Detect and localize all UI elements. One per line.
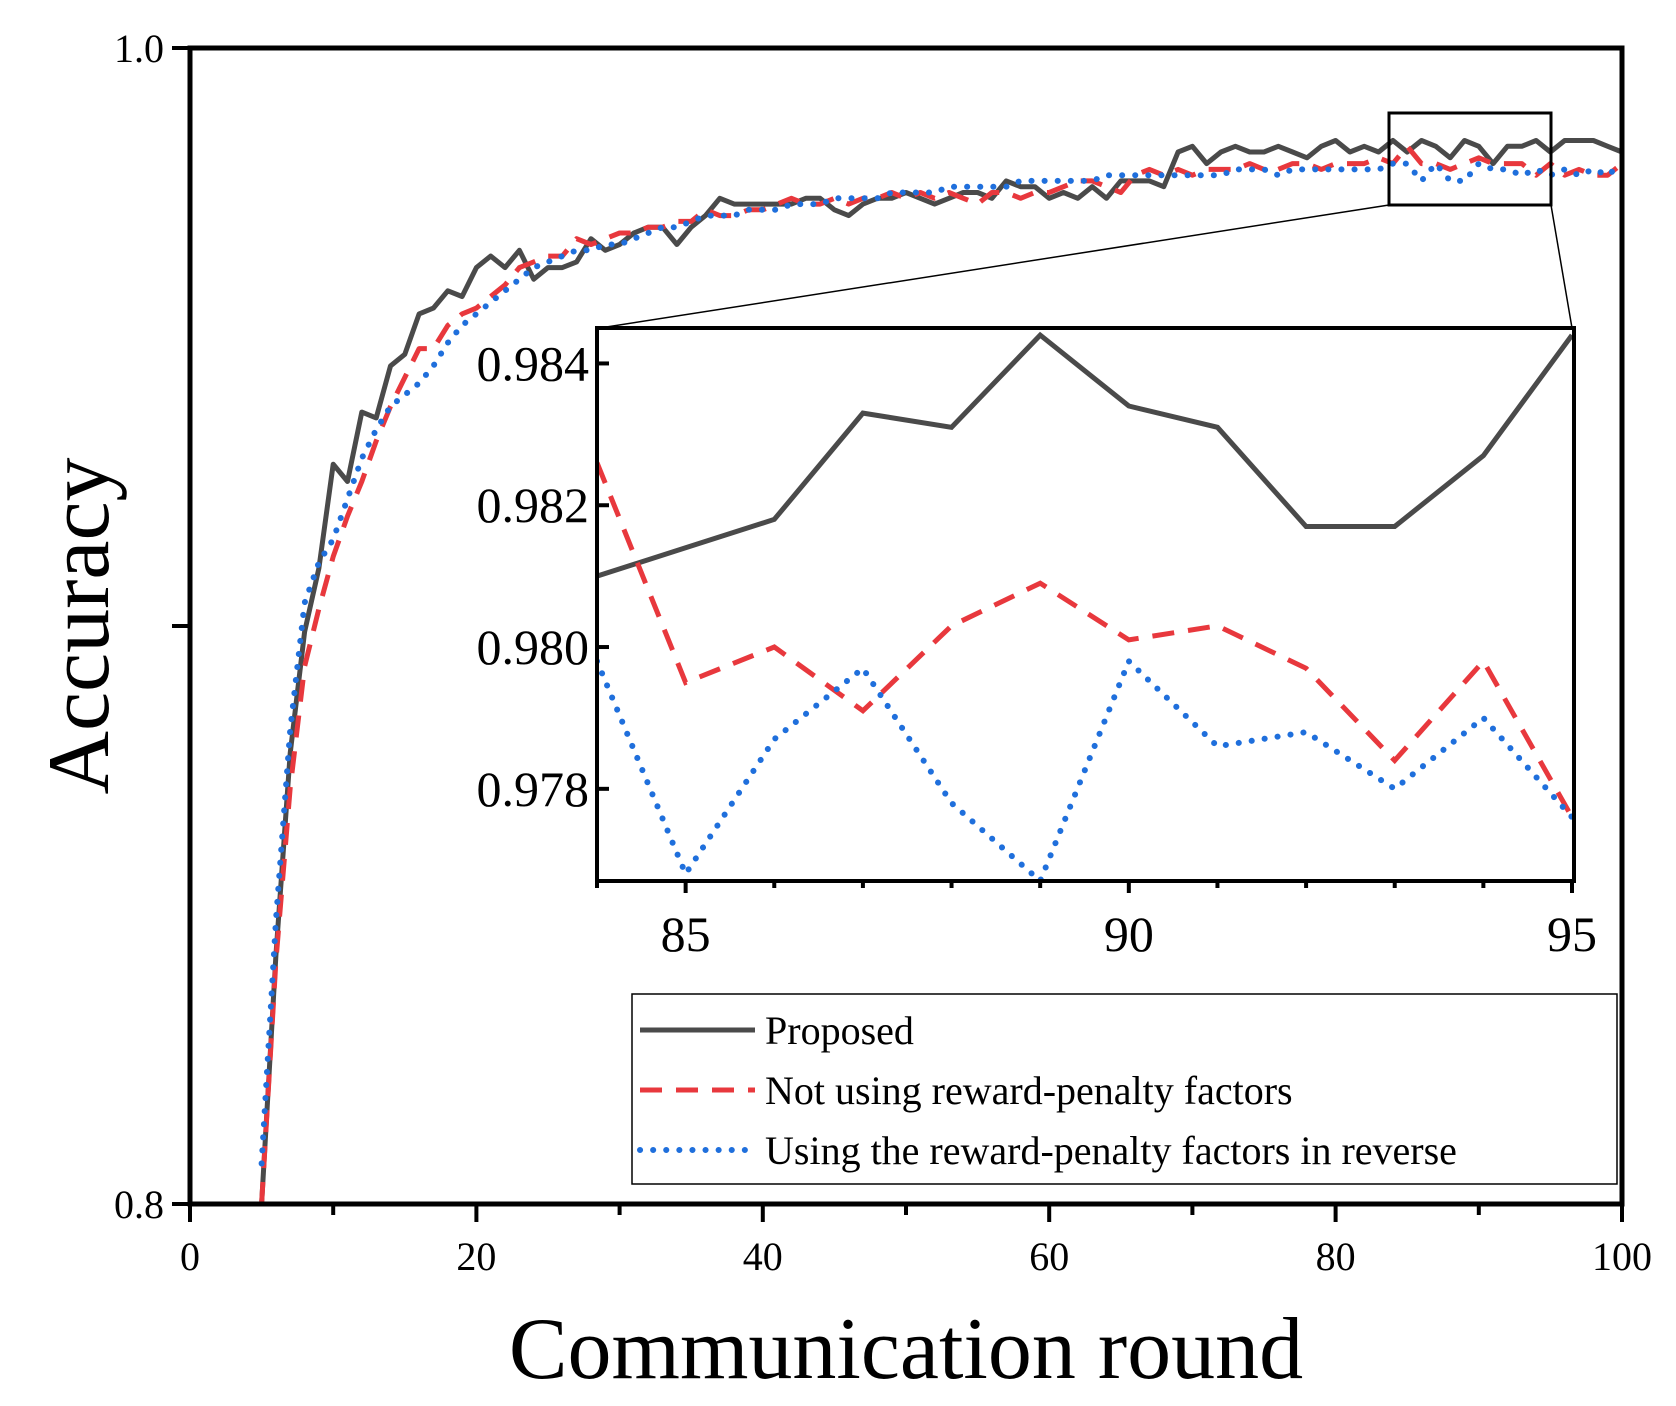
x-tick-label: 0 [180, 1234, 200, 1279]
inset-series-group [597, 331, 1574, 881]
inset-x-axis-ticks: 85 90 95 [595, 881, 1597, 962]
series-line-not-using-reward-penalty-factors [259, 143, 1622, 1204]
legend: Proposed Not using reward-penalty factor… [631, 993, 1618, 1185]
x-tick-label: 20 [456, 1234, 496, 1279]
inset-x-tick-label: 85 [661, 906, 711, 962]
y-tick-label: 1.0 [114, 26, 164, 71]
zoom-connector-right [1550, 204, 1573, 329]
inset-series-line-using-the-reward-penalty-factors-in-reverse [597, 655, 1574, 881]
inset-y-axis-ticks: 0.978 0.980 0.982 0.984 [477, 335, 609, 817]
inset-y-tick-label: 0.980 [477, 619, 590, 675]
inset-x-tick-label: 90 [1104, 906, 1154, 962]
zoom-connector-left [599, 204, 1390, 329]
legend-label-no-factors: Not using reward-penalty factors [765, 1068, 1293, 1113]
x-axis-ticks: 0 20 40 60 80 100 [180, 1204, 1652, 1279]
inset-frame [595, 326, 1576, 883]
legend-label-proposed: Proposed [765, 1008, 914, 1053]
inset-y-tick-label: 0.984 [477, 335, 590, 391]
x-axis-title: Communication round [509, 1301, 1303, 1398]
inset-background [597, 328, 1574, 881]
legend-box [631, 993, 1618, 1185]
inset-x-tick-label: 95 [1547, 906, 1597, 962]
y-axis-ticks: 0.8 1.0 [114, 26, 190, 1227]
inset-series-line-proposed [597, 331, 1574, 579]
y-tick-label: 0.8 [114, 1182, 164, 1227]
x-tick-label: 60 [1029, 1234, 1069, 1279]
series-line-using-the-reward-penalty-factors-in-reverse [258, 160, 1622, 1167]
main-series-group [258, 138, 1622, 1204]
legend-label-reverse: Using the reward-penalty factors in reve… [765, 1128, 1457, 1173]
zoom-region-box [1387, 111, 1553, 207]
x-tick-label: 40 [743, 1234, 783, 1279]
x-tick-label: 100 [1592, 1234, 1652, 1279]
x-tick-label: 80 [1316, 1234, 1356, 1279]
inset-y-tick-label: 0.978 [477, 761, 590, 817]
inset-y-tick-label: 0.982 [477, 477, 590, 533]
y-axis-title: Accuracy [31, 457, 128, 794]
series-line-proposed [259, 138, 1622, 1204]
